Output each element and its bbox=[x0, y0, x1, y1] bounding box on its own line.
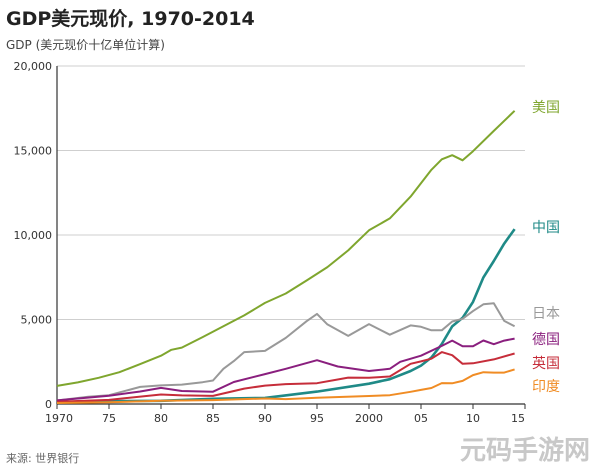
x-tick-label: 80 bbox=[154, 412, 168, 425]
x-tick-label: 10 bbox=[466, 412, 480, 425]
watermark-logo: 元码手游网 bbox=[459, 436, 590, 466]
y-axis-label: GDP (美元现价十亿单位计算) bbox=[6, 38, 165, 52]
x-tick-label: 95 bbox=[310, 412, 324, 425]
grid-lines bbox=[57, 65, 525, 320]
series-line bbox=[56, 351, 515, 403]
series-label: 中国 bbox=[532, 220, 560, 236]
y-tick-label: 5,000 bbox=[21, 314, 53, 327]
y-tick-label: 0 bbox=[45, 398, 52, 411]
x-tick-label: 75 bbox=[102, 412, 116, 425]
y-tick-label: 15,000 bbox=[14, 145, 53, 158]
series-line bbox=[56, 228, 516, 404]
x-tick-label: 90 bbox=[258, 412, 272, 425]
source-note: 来源: 世界银行 bbox=[6, 452, 80, 465]
chart-title: GDP美元现价, 1970-2014 bbox=[6, 8, 255, 30]
x-tick-label: 2000 bbox=[355, 412, 383, 425]
x-tick-label: 85 bbox=[206, 412, 220, 425]
series-label: 美国 bbox=[532, 100, 560, 116]
x-tick-label: 1970 bbox=[45, 412, 73, 425]
series-label: 日本 bbox=[532, 306, 560, 322]
series-line bbox=[56, 302, 516, 402]
series-label: 英国 bbox=[532, 355, 560, 372]
tick-labels: 0 5,000 10,000 15,000 20,000 1970 75 80 85 90 95 20… bbox=[14, 60, 526, 425]
series-label: 德国 bbox=[532, 332, 560, 348]
x-tick-label: 05 bbox=[414, 412, 428, 425]
series-line bbox=[56, 110, 516, 387]
y-tick-label: 10,000 bbox=[14, 229, 53, 242]
series-line bbox=[56, 368, 515, 404]
series-lines bbox=[56, 110, 516, 404]
axes bbox=[56, 66, 526, 409]
series-line bbox=[56, 337, 515, 402]
y-tick-label: 20,000 bbox=[14, 60, 53, 73]
series-label: 印度 bbox=[532, 379, 560, 395]
x-tick-label: 15 bbox=[511, 412, 525, 425]
